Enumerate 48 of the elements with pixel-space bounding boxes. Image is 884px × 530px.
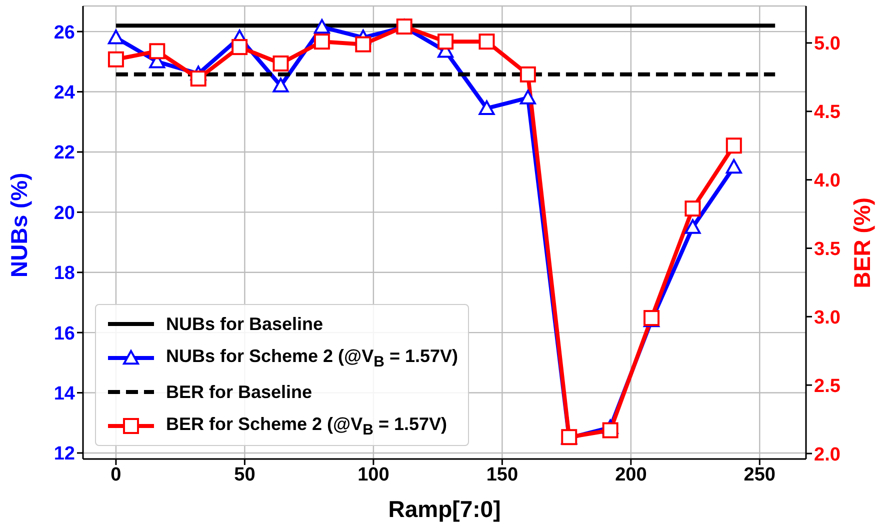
point (149, 43, 166, 60)
y-tick-label: 14 (54, 384, 76, 405)
y2-axis-title: BER (%) (849, 198, 876, 288)
point (355, 36, 372, 52)
x-tick-label: 150 (486, 464, 518, 486)
x-axis-title: Ramp[7:0] (388, 496, 501, 522)
point (314, 19, 330, 34)
point (272, 55, 289, 72)
point (108, 30, 124, 44)
point (520, 66, 536, 82)
x-tick-label: 200 (615, 464, 647, 486)
x-tick-label: 50 (234, 464, 256, 486)
point (478, 100, 495, 115)
legend-label: NUBs for Baseline (166, 314, 324, 334)
point (190, 70, 206, 87)
y2-tick-label: 5.0 (814, 34, 840, 55)
point (478, 34, 495, 50)
point (232, 39, 248, 56)
y2-tick-label: 3.0 (814, 307, 840, 328)
point (272, 78, 289, 92)
y2-tick-label: 4.0 (814, 170, 840, 192)
point (602, 422, 618, 438)
x-tick-label: 0 (110, 464, 122, 486)
legend-label: BER for Baseline (166, 382, 312, 402)
point (314, 34, 330, 50)
legend-label: NUBs for Scheme 2 (@V$_{B}$ = 1.57V) (166, 346, 458, 370)
y-tick-label: 20 (54, 202, 75, 224)
y2-tick-label: 3.5 (814, 238, 841, 260)
point (438, 34, 454, 50)
y-tick-label: 18 (54, 263, 75, 284)
point (726, 138, 742, 154)
y2-tick-label: 4.5 (814, 102, 841, 124)
point (684, 219, 701, 234)
y-tick-label: 24 (54, 82, 76, 104)
y2-tick-label: 2.0 (814, 444, 840, 466)
y-axis-title: NUBs (%) (6, 172, 32, 278)
point (108, 51, 124, 68)
x-tick-label: 100 (358, 464, 390, 486)
y2-tick-label: 2.5 (814, 376, 841, 397)
y-tick-label: 26 (54, 22, 75, 44)
y-tick-label: 16 (54, 323, 75, 344)
x-tick-label: 250 (744, 464, 776, 486)
y-tick-label: 22 (54, 142, 75, 164)
y-tick-label: 12 (54, 444, 75, 465)
point (726, 159, 742, 174)
legend-label: BER for Scheme 2 (@V$_{B}$ = 1.57V) (166, 414, 447, 438)
point (684, 200, 701, 217)
point (520, 90, 536, 104)
